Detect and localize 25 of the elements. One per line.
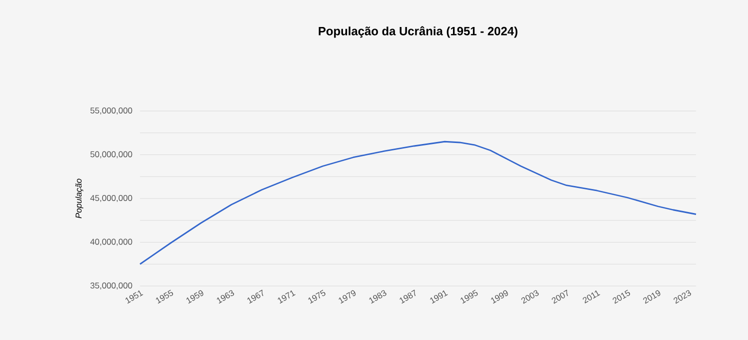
x-tick-label: 1975 (308, 290, 326, 304)
x-tick-label: 1995 (460, 290, 478, 304)
x-tick-label: 1991 (430, 290, 448, 304)
x-tick-label: 1967 (247, 290, 264, 304)
x-tick-label: 1987 (400, 290, 416, 304)
x-tick-label: 2011 (582, 290, 600, 304)
y-tick-label: 40,000,000 (90, 238, 132, 246)
y-tick-label: 55,000,000 (90, 108, 132, 114)
x-tick-label: 1963 (216, 290, 234, 304)
y-tick-label: 50,000,000 (90, 151, 132, 158)
y-tick-label: 35,000,000 (90, 282, 132, 290)
x-tick-label: 1999 (491, 290, 508, 304)
x-tick-label: 1983 (369, 290, 386, 304)
chart-title: População da Ucrânia (1951 - 2024) (318, 26, 518, 38)
x-tick-label: 2023 (674, 290, 692, 304)
y-axis-title: População (75, 178, 84, 218)
x-tick-label: 1959 (186, 290, 204, 304)
x-tick-label: 1955 (156, 290, 174, 304)
x-tick-label: 1979 (338, 290, 356, 304)
x-tick-label: 2003 (521, 290, 539, 304)
x-tick-label: 1971 (278, 290, 296, 304)
y-tick-label: 45,000,000 (90, 195, 132, 202)
x-tick-label: 2019 (643, 290, 660, 304)
line-series (139, 140, 697, 265)
x-tick-label: 1951 (125, 290, 144, 304)
